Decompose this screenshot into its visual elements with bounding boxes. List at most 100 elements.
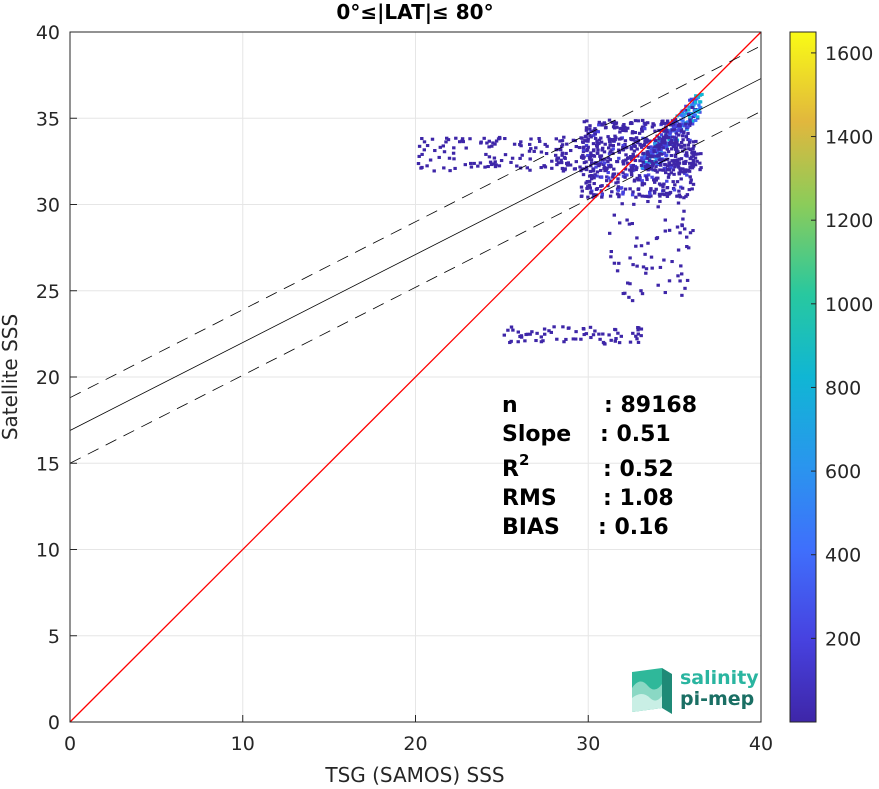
density-cell — [442, 150, 447, 154]
density-cell — [661, 168, 665, 172]
density-cell — [652, 191, 657, 195]
density-cell — [696, 94, 701, 98]
density-cell — [621, 146, 625, 150]
density-cell — [582, 120, 586, 124]
density-cell — [528, 142, 532, 146]
density-cell — [624, 129, 628, 133]
density-cell — [463, 163, 467, 167]
density-cell — [610, 190, 614, 194]
stat-label: RMS — [502, 486, 557, 511]
density-cell — [425, 164, 429, 168]
density-cell — [598, 337, 602, 341]
density-cell — [550, 159, 554, 163]
density-cell — [685, 127, 689, 131]
density-cell — [559, 139, 563, 143]
density-cell — [479, 140, 483, 144]
density-cell — [637, 192, 641, 196]
density-cell — [641, 265, 646, 269]
density-cell — [589, 164, 593, 168]
density-cell — [574, 330, 578, 334]
density-cell — [587, 155, 592, 159]
density-cell — [676, 248, 681, 252]
density-cell — [452, 146, 456, 150]
density-cell — [574, 160, 578, 164]
density-cell — [623, 139, 628, 143]
density-cell — [601, 146, 605, 150]
stat-value: : 1.08 — [603, 486, 674, 511]
density-cell — [674, 151, 679, 155]
density-cell — [655, 170, 659, 174]
density-cell — [621, 143, 625, 147]
density-cell — [687, 105, 692, 109]
density-cell — [651, 162, 656, 166]
density-cell — [691, 154, 695, 158]
regression-lower-line — [69, 110, 762, 464]
density-cell — [626, 281, 630, 285]
density-cell — [619, 334, 623, 338]
density-cell — [680, 223, 684, 227]
density-cell — [688, 121, 692, 125]
density-cell — [589, 158, 594, 162]
density-cell — [591, 154, 595, 158]
density-cell — [494, 163, 498, 167]
density-cell — [543, 332, 547, 336]
density-cell — [627, 295, 631, 299]
y-axis-ticks: 0 5 10 15 20 25 30 35 40 — [36, 22, 77, 734]
colorbar-ticks: 200 400 600 800 1000 1200 1400 1600 — [811, 43, 873, 650]
density-cell — [509, 160, 513, 164]
x-tick-label: 10 — [231, 733, 255, 755]
density-cell — [565, 163, 570, 167]
density-cell — [637, 174, 642, 178]
density-cell — [621, 192, 625, 196]
colorbar-tick-label: 200 — [825, 628, 861, 650]
density-cell — [677, 189, 681, 193]
density-cell — [685, 235, 689, 239]
density-cell — [688, 161, 692, 165]
density-cell — [420, 137, 424, 141]
density-cell — [659, 133, 664, 137]
density-cell — [582, 148, 586, 152]
density-cell — [669, 166, 673, 170]
density-cell — [509, 325, 514, 329]
density-cell — [682, 209, 686, 213]
density-cell — [625, 218, 629, 222]
density-cell — [542, 164, 546, 168]
y-tick-label: 0 — [48, 712, 60, 734]
density-cell — [518, 156, 522, 160]
density-cell — [699, 166, 703, 170]
density-cell — [667, 279, 672, 283]
density-cell — [609, 338, 613, 342]
density-cell — [645, 178, 649, 182]
density-cell — [603, 165, 607, 169]
density-cell — [665, 164, 670, 168]
density-cell — [594, 161, 598, 165]
density-cell — [656, 205, 660, 209]
density-cell — [688, 157, 692, 161]
density-cell — [662, 258, 666, 262]
density-cell — [674, 139, 678, 143]
density-cell — [660, 141, 664, 145]
density-cell — [628, 187, 632, 191]
density-cell — [493, 142, 497, 146]
density-cell — [580, 194, 584, 198]
density-cell — [668, 164, 673, 168]
density-cell — [684, 153, 688, 157]
density-cell — [697, 109, 701, 113]
density-cell — [684, 194, 688, 198]
density-cell — [662, 129, 666, 133]
density-cell — [653, 180, 657, 184]
density-cell — [663, 162, 667, 166]
density-cell — [452, 157, 456, 161]
density-cell — [530, 330, 534, 334]
density-cell — [607, 146, 611, 150]
density-cell — [662, 144, 666, 148]
y-tick-label: 20 — [36, 367, 60, 389]
density-cell — [587, 183, 592, 187]
density-cell — [682, 143, 687, 147]
density-cell — [629, 155, 633, 159]
density-cell — [672, 128, 676, 132]
density-cell — [592, 176, 596, 180]
density-cell — [627, 222, 632, 226]
density-cell — [664, 154, 668, 158]
density-cell — [684, 168, 688, 172]
